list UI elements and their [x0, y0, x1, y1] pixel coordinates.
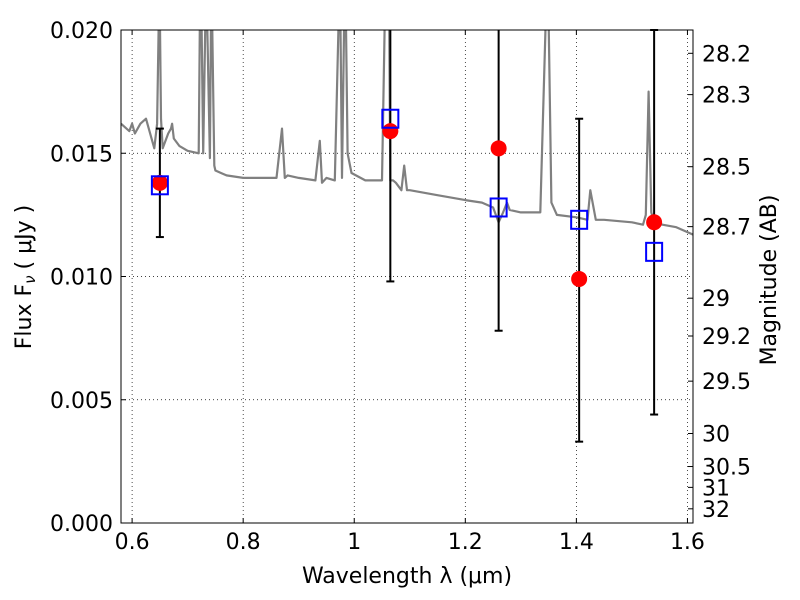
mag-tick-label: 28.5	[702, 156, 751, 181]
model-point	[570, 209, 589, 230]
observed-point	[151, 174, 168, 191]
mag-tick-label: 30	[702, 423, 730, 448]
y-tick-label: 0.020	[50, 19, 113, 44]
observed-point	[571, 270, 588, 287]
y-axis-label-left-unit: ( μJy )	[12, 205, 37, 270]
mag-tick-label: 31	[702, 476, 730, 501]
marker-layer	[150, 108, 664, 287]
model-point	[381, 108, 400, 129]
mag-tick-label: 28.2	[702, 42, 751, 67]
x-tick-label: 1.2	[448, 530, 483, 555]
y-axis-label-left: Flux Fν ( μJy )	[12, 205, 39, 349]
y-axis-label-left-main: Flux F	[12, 284, 37, 349]
plot-background	[121, 30, 693, 523]
mag-tick-label: 29.5	[702, 370, 751, 395]
x-tick-label: 1.6	[670, 530, 705, 555]
y-tick-label: 0.000	[50, 512, 113, 537]
y-tick-label: 0.015	[50, 142, 113, 167]
observed-point	[646, 214, 663, 231]
spectrum-line	[121, 30, 693, 236]
mag-tick-label: 32	[702, 498, 730, 523]
axis-ticks: 0.6 0.8 1 1.2 1.4 1.6 0.000 0.005 0.010 0.015 0.02…	[50, 19, 751, 555]
model-point	[645, 241, 664, 262]
mag-tick-label: 30.5	[702, 456, 751, 481]
y-axis-label-right: Magnitude (AB)	[757, 195, 782, 366]
y-tick-label: 0.010	[50, 266, 113, 291]
mag-tick-label: 28.7	[702, 216, 751, 241]
model-point	[489, 197, 508, 218]
y-axis-label-left-sub: ν	[21, 275, 39, 283]
mag-tick-label: 29.2	[702, 325, 751, 350]
model-spectrum-layer	[121, 30, 693, 236]
observed-point	[490, 140, 507, 157]
x-tick-label: 0.6	[115, 530, 150, 555]
x-axis-label: Wavelength λ (μm)	[302, 564, 512, 589]
x-tick-label: 0.8	[226, 530, 261, 555]
y-tick-label: 0.005	[50, 389, 113, 414]
x-tick-label: 1	[347, 530, 361, 555]
x-tick-label: 1.4	[559, 530, 594, 555]
mag-tick-label: 28.3	[702, 84, 751, 109]
model-point	[150, 175, 169, 196]
mag-tick-label: 29	[702, 287, 730, 312]
